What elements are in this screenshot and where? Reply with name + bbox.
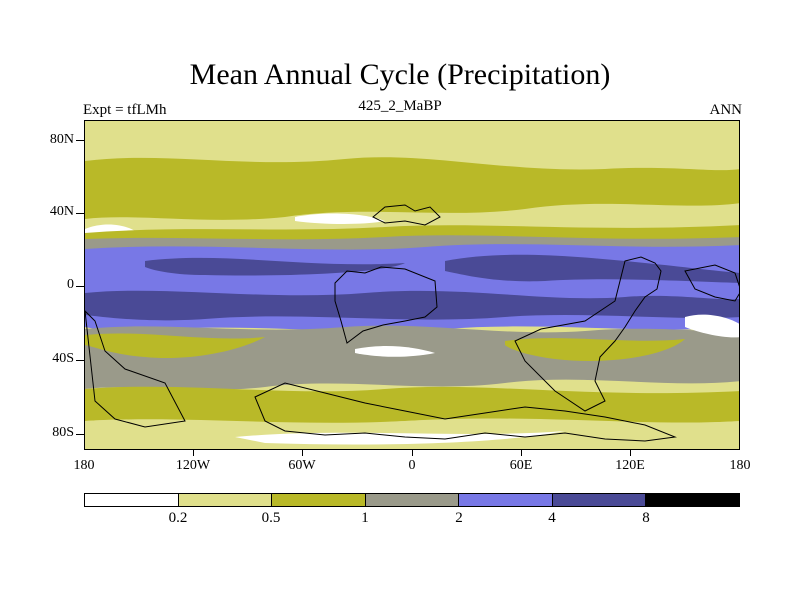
- lat-label-40s: 40S: [52, 351, 74, 366]
- lon-tick: [302, 450, 303, 456]
- period-label: 425_2_MaBP: [358, 98, 442, 114]
- lat-label-40n: 40N: [49, 204, 74, 219]
- map-title: Mean Annual Cycle (Precipitation): [189, 58, 611, 91]
- lon-label-180e: 180: [729, 458, 751, 473]
- colorbar-box: [552, 494, 647, 506]
- colorbar-box: [178, 494, 273, 506]
- colorbar-label: 4: [548, 510, 556, 526]
- lat-label-0: 0: [67, 277, 74, 292]
- lon-label-120e: 120E: [615, 458, 645, 473]
- precipitation-field: [85, 121, 739, 449]
- colorbar-box: [459, 494, 553, 506]
- colorbar-label: 1: [361, 510, 369, 526]
- lon-tick: [521, 450, 522, 456]
- lat-tick: [76, 140, 84, 141]
- lat-tick: [76, 434, 84, 435]
- lat-tick: [76, 286, 84, 287]
- colorbar-box: [646, 494, 740, 506]
- lon-tick: [630, 450, 631, 456]
- colorbar-label: 8: [642, 510, 650, 526]
- colorbar-label: 2: [455, 510, 463, 526]
- colorbar-box: [272, 494, 366, 506]
- lat-label-80s: 80S: [52, 425, 74, 440]
- lon-label-60e: 60E: [509, 458, 533, 473]
- lon-label-180w: 180: [73, 458, 95, 473]
- season-label: ANN: [709, 102, 743, 118]
- colorbar-box: [365, 494, 460, 506]
- lon-label-60w: 60W: [288, 458, 316, 473]
- lon-label-120w: 120W: [175, 458, 211, 473]
- precipitation-map: [84, 120, 740, 450]
- lat-tick: [76, 213, 84, 214]
- lat-tick: [76, 360, 84, 361]
- colorbar: [84, 493, 740, 507]
- lon-tick: [193, 450, 194, 456]
- colorbar-label: 0.5: [261, 510, 281, 526]
- experiment-label: Expt = tfLMh: [83, 102, 167, 118]
- lat-label-80n: 80N: [49, 132, 74, 147]
- colorbar-box: [85, 494, 179, 506]
- colorbar-label: 0.2: [168, 510, 188, 526]
- lon-tick: [412, 450, 413, 456]
- lon-label-0: 0: [408, 458, 416, 473]
